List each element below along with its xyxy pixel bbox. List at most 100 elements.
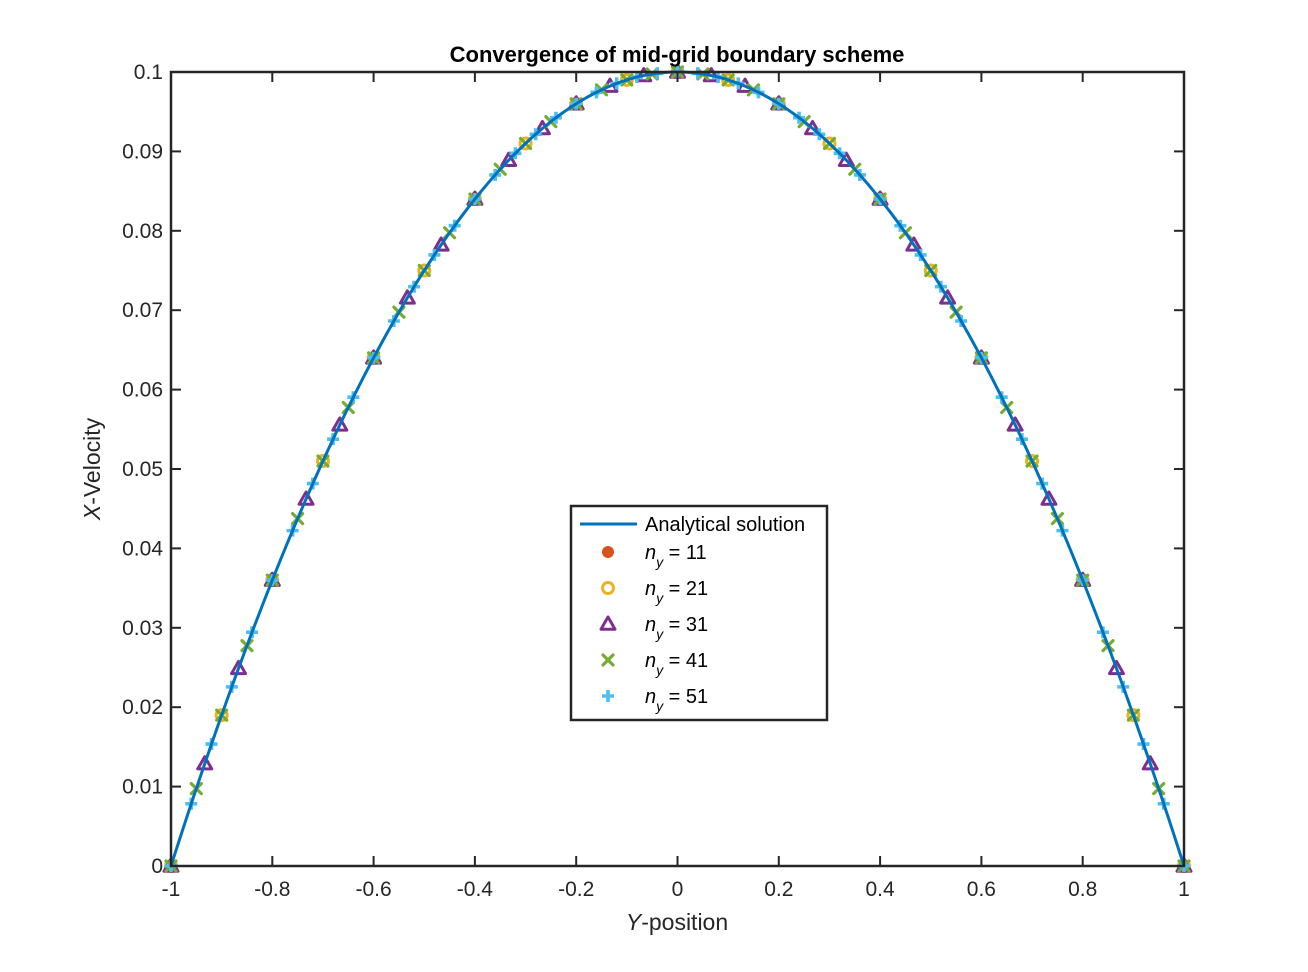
x-tick-label: 0 [672,878,684,901]
point-ny31-shape [500,151,518,167]
point-ny31-shape [331,416,349,432]
point-ny31 [1107,659,1125,676]
point-ny31-shape [837,151,855,167]
point-ny21 [214,708,229,723]
point-ny31 [905,236,923,252]
legend-label-ny21: ny = 21 [645,578,708,606]
legend-marker-ny21-shape [601,581,615,595]
legend-marker-ny11 [602,546,614,558]
point-ny31-shape [1141,755,1159,771]
x-tick-label: 0.6 [967,878,996,901]
x-tick-label: 0.8 [1068,878,1097,901]
axes-layer: -1 -0.8 -0.6 -0.4 -0.2 0 0.2 0.4 0.6 0.8 1 0 0.01 0.0… [122,61,1190,901]
x-axis-title-italic: Y [626,909,643,935]
y-tick-label: 0.06 [122,379,163,402]
x-tick-label: 0.4 [865,878,895,901]
point-ny21-shape [822,136,837,151]
legend-marker-ny51 [602,690,614,702]
x-axis-title: Y-position [626,909,728,935]
point-ny31-shape [196,755,214,771]
point-ny21-shape [1025,454,1040,469]
plot-area [171,72,1184,866]
point-ny21 [1126,708,1141,723]
point-ny31-shape [1107,659,1125,676]
legend-marker-ny31 [599,615,617,631]
point-ny31-shape [297,490,315,506]
y-axis-title: X-Velocity [79,417,105,521]
point-ny31 [331,416,349,432]
point-ny21-shape [619,72,634,87]
series-layer [162,63,1193,873]
point-ny31-shape [905,236,923,252]
point-ny21 [315,454,330,469]
y-tick-label: 0.1 [134,61,163,84]
point-ny31 [297,490,315,506]
point-ny21 [822,136,837,151]
point-ny31-shape [230,659,248,676]
x-tick-label: -0.6 [356,878,392,901]
point-ny21-shape [923,263,938,278]
y-tick-label: 0.04 [122,537,163,560]
legend-label-ny41: ny = 41 [645,650,708,678]
y-tick-label: 0.07 [122,299,163,322]
legend: Analytical solution ny = 11 ny = 21 ny =… [569,504,829,722]
point-ny31 [1006,416,1024,432]
y-tick-label: 0.03 [122,617,163,640]
legend-analytical-label: Analytical solution [645,514,805,536]
point-ny21-shape [214,708,229,723]
point-ny31 [1141,755,1159,771]
point-ny31 [230,659,248,676]
point-ny31 [939,289,957,305]
point-ny31-shape [398,289,416,305]
point-ny21-shape [518,136,533,151]
point-ny31 [432,236,450,252]
point-ny21 [1025,454,1040,469]
point-ny21-shape [1126,708,1141,723]
x-tick-label: -0.8 [254,878,290,901]
point-ny21-shape [417,263,432,278]
legend-marker-ny31-shape [599,615,617,631]
x-tick-label: 1 [1178,878,1190,901]
point-ny31 [500,151,518,167]
y-tick-label: 0 [151,855,163,878]
point-ny21-shape [315,454,330,469]
y-tick-label: 0.05 [122,458,163,481]
point-ny31 [398,289,416,305]
point-ny31-shape [1006,416,1024,432]
point-ny31 [196,755,214,771]
point-ny21 [721,72,736,87]
point-ny21 [417,263,432,278]
legend-box [569,504,829,722]
point-ny21-shape [721,72,736,87]
x-axis-title-rest: -position [641,909,728,935]
y-axis-title-rest: -Velocity [79,417,105,504]
point-ny31 [837,151,855,167]
x-tick-label: -1 [162,878,181,901]
legend-marker-ny11-shape [602,546,614,558]
y-tick-label: 0.02 [122,696,163,719]
y-tick-label: 0.08 [122,220,163,243]
point-ny21 [923,263,938,278]
x-tick-label: -0.4 [457,878,494,901]
point-ny31-shape [939,289,957,305]
legend-marker-ny51-shape [602,690,614,702]
legend-marker-ny21 [601,581,615,595]
point-ny31-shape [432,236,450,252]
legend-label-ny51: ny = 51 [645,686,708,714]
y-axis-title-italic: X [79,503,105,521]
legend-label-ny31: ny = 31 [645,614,708,642]
y-tick-label: 0.01 [122,776,163,799]
y-tick-label: 0.09 [122,140,163,163]
point-ny21 [619,72,634,87]
point-ny21 [518,136,533,151]
x-tick-label: -0.2 [558,878,594,901]
x-tick-label: 0.2 [764,878,793,901]
legend-marker-ny41 [601,653,615,667]
legend-marker-ny41-shape [601,653,615,667]
point-ny31-shape [1040,490,1058,506]
chart-title: Convergence of mid-grid boundary scheme [450,42,905,67]
legend-label-ny11: ny = 11 [645,542,707,570]
point-ny31 [1040,490,1058,506]
